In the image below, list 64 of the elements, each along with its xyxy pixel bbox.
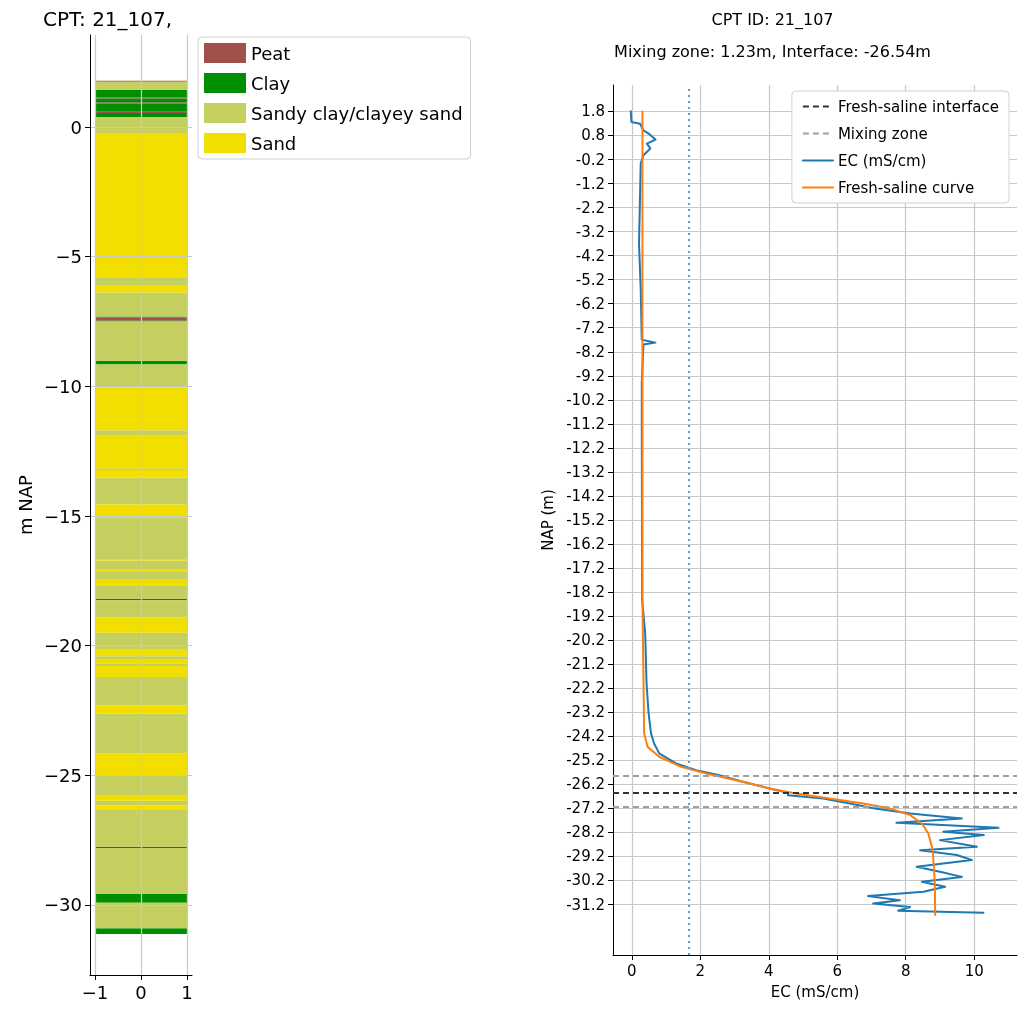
y-tick-label: −5 bbox=[55, 246, 82, 268]
x-tick-label: 6 bbox=[832, 961, 843, 980]
x-tick-label: −1 bbox=[81, 981, 109, 1003]
chart-title: CPT: 21_107, bbox=[43, 7, 173, 31]
x-tick-label: 0 bbox=[135, 981, 147, 1003]
y-tick-label: -28.2 bbox=[566, 823, 605, 842]
x-tick-label: 2 bbox=[695, 961, 706, 980]
y-tick-label: -3.2 bbox=[575, 222, 605, 241]
legend-label: EC (mS/cm) bbox=[837, 151, 927, 170]
y-tick-label: -19.2 bbox=[566, 607, 605, 626]
y-tick-label: −25 bbox=[44, 764, 82, 786]
x-tick-label: 1 bbox=[181, 981, 193, 1003]
legend-label: Mixing zone bbox=[837, 124, 928, 143]
y-tick-label: -9.2 bbox=[575, 366, 605, 385]
y-axis-title: NAP (m) bbox=[538, 489, 557, 551]
legend-label: Sandy clay/clayey sand bbox=[251, 102, 463, 124]
y-tick-label: -11.2 bbox=[566, 414, 605, 433]
y-tick-label: -23.2 bbox=[566, 703, 605, 722]
x-tick-label: 0 bbox=[627, 961, 637, 980]
chart-title: CPT ID: 21_107 bbox=[711, 9, 834, 30]
y-tick-label: -4.2 bbox=[575, 246, 605, 265]
y-tick-label: -20.2 bbox=[566, 631, 605, 650]
y-tick-label: -2.2 bbox=[575, 198, 605, 217]
y-tick-label: 1.8 bbox=[581, 102, 605, 121]
y-tick-label: -12.2 bbox=[566, 438, 605, 457]
legend-label: Fresh-saline curve bbox=[837, 178, 975, 197]
y-tick-label: -17.2 bbox=[566, 559, 605, 578]
y-tick-label: -27.2 bbox=[566, 799, 605, 818]
y-tick-label: -18.2 bbox=[566, 583, 605, 602]
y-tick-label: -30.2 bbox=[566, 871, 605, 890]
y-tick-label: −20 bbox=[44, 635, 82, 657]
x-tick-label: 8 bbox=[900, 961, 911, 980]
y-tick-label: -8.2 bbox=[575, 342, 605, 361]
y-tick-label: -13.2 bbox=[566, 462, 605, 481]
y-tick-label: -26.2 bbox=[566, 775, 605, 794]
x-tick-label: 4 bbox=[764, 961, 774, 980]
y-tick-label: -1.2 bbox=[575, 174, 605, 193]
y-tick-label: -31.2 bbox=[566, 895, 605, 914]
y-tick-label: -7.2 bbox=[575, 318, 605, 337]
y-tick-label: -5.2 bbox=[575, 270, 605, 289]
y-tick-label: -15.2 bbox=[566, 511, 605, 529]
y-tick-label: -10.2 bbox=[566, 390, 605, 409]
y-axis-title: m NAP bbox=[14, 474, 36, 535]
y-tick-label: −10 bbox=[44, 375, 82, 397]
y-tick-label: -14.2 bbox=[566, 486, 605, 505]
x-tick-label: 10 bbox=[964, 961, 984, 980]
y-tick-label: -16.2 bbox=[566, 535, 605, 554]
legend-label: Fresh-saline interface bbox=[837, 97, 1000, 116]
y-tick-label: 0.8 bbox=[581, 126, 605, 145]
chart-subtitle: Mixing zone: 1.23m, Interface: -26.54m bbox=[614, 41, 931, 61]
legend-label: Peat bbox=[251, 42, 291, 64]
y-tick-label: -22.2 bbox=[566, 679, 605, 698]
legend-label: Sand bbox=[251, 132, 297, 154]
y-tick-label: −15 bbox=[44, 505, 82, 527]
y-tick-label: -29.2 bbox=[566, 847, 605, 866]
legend-label: Clay bbox=[251, 72, 291, 94]
y-tick-label: -0.2 bbox=[575, 150, 605, 169]
x-axis-title: EC (mS/cm) bbox=[770, 982, 860, 1001]
y-tick-label: -24.2 bbox=[566, 727, 605, 746]
y-tick-label: −30 bbox=[44, 894, 82, 916]
y-tick-label: -21.2 bbox=[566, 655, 605, 674]
y-tick-label: -25.2 bbox=[566, 751, 605, 770]
y-tick-label: -6.2 bbox=[575, 294, 605, 313]
y-tick-label: 0 bbox=[70, 116, 82, 138]
